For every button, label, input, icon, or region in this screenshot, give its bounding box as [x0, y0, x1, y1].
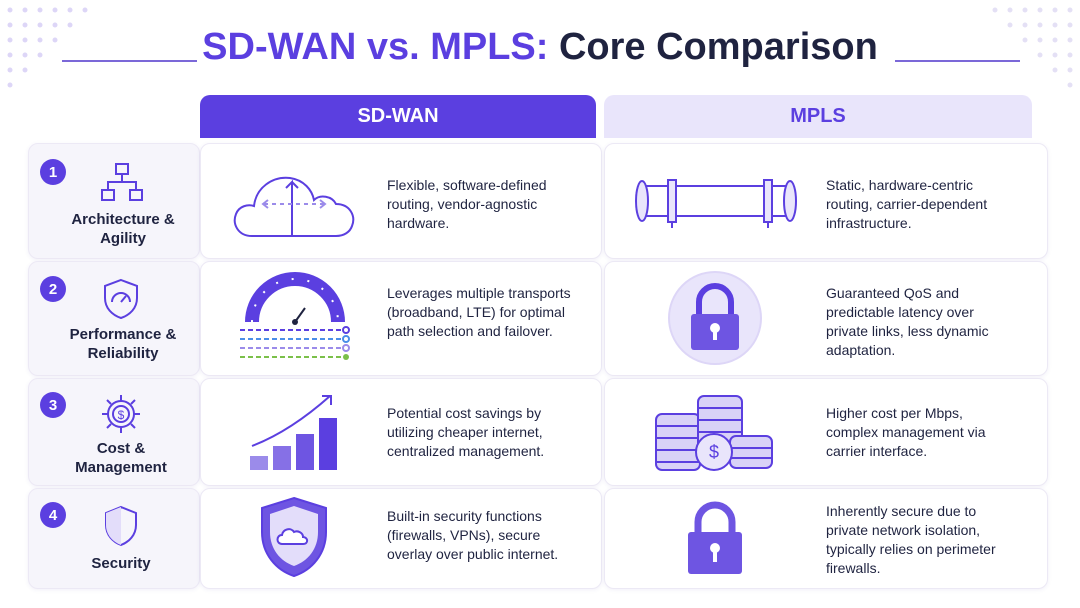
- svg-text:$: $: [709, 442, 719, 462]
- dot-pattern: [992, 7, 1073, 88]
- pipe-icon: [635, 179, 797, 228]
- title-rule: [895, 60, 1020, 62]
- row-label: Cost & Management: [75, 440, 167, 476]
- title-main: Core Comparison: [558, 26, 878, 68]
- title-rule: [62, 60, 197, 62]
- lock-icon: [688, 501, 742, 574]
- mpls-text: Inherently secure due to private network…: [826, 503, 996, 576]
- hierarchy-icon: [101, 163, 143, 201]
- sdwan-text: Potential cost savings by utilizing chea…: [387, 405, 545, 459]
- gauge-icon: [240, 272, 350, 360]
- row-number: 3: [40, 392, 66, 418]
- row-label: Performance & Reliability: [69, 326, 177, 362]
- row-number: 4: [40, 502, 66, 528]
- dot-pattern: [7, 7, 88, 88]
- row-label: Security: [91, 555, 151, 572]
- cloud-icon: [233, 176, 355, 237]
- sdwan-text: Flexible, software-defined routing, vend…: [387, 177, 547, 231]
- sdwan-text: Built-in security functions (firewalls, …: [387, 508, 559, 562]
- cell: [604, 488, 1048, 589]
- mpls-text: Static, hardware-centric routing, carrie…: [826, 177, 988, 231]
- mpls-text: Higher cost per Mbps, complex management…: [826, 405, 986, 459]
- shield-gauge-icon: [104, 278, 138, 320]
- growth-chart-icon: [250, 395, 337, 470]
- coins-icon: $: [655, 395, 773, 471]
- shield-icon: [105, 505, 137, 547]
- svg-text:$: $: [118, 408, 125, 422]
- row-label: Architecture & Agility: [71, 211, 175, 247]
- sdwan-text: Leverages multiple transports (broadband…: [387, 285, 571, 339]
- title-accent: SD-WAN vs. MPLS:: [202, 26, 549, 68]
- column-header: MPLS: [604, 95, 1032, 138]
- row-number: 2: [40, 276, 66, 302]
- row-number: 1: [40, 159, 66, 185]
- shield-cloud-icon: [261, 496, 327, 578]
- title: SD-WAN vs. MPLS: Core Comparison: [0, 26, 1080, 69]
- lock-badge-icon: [668, 271, 762, 365]
- gear-icon: $: [102, 395, 140, 433]
- column-header: SD-WAN: [200, 95, 596, 138]
- mpls-text: Guaranteed QoS and predictable latency o…: [826, 285, 989, 358]
